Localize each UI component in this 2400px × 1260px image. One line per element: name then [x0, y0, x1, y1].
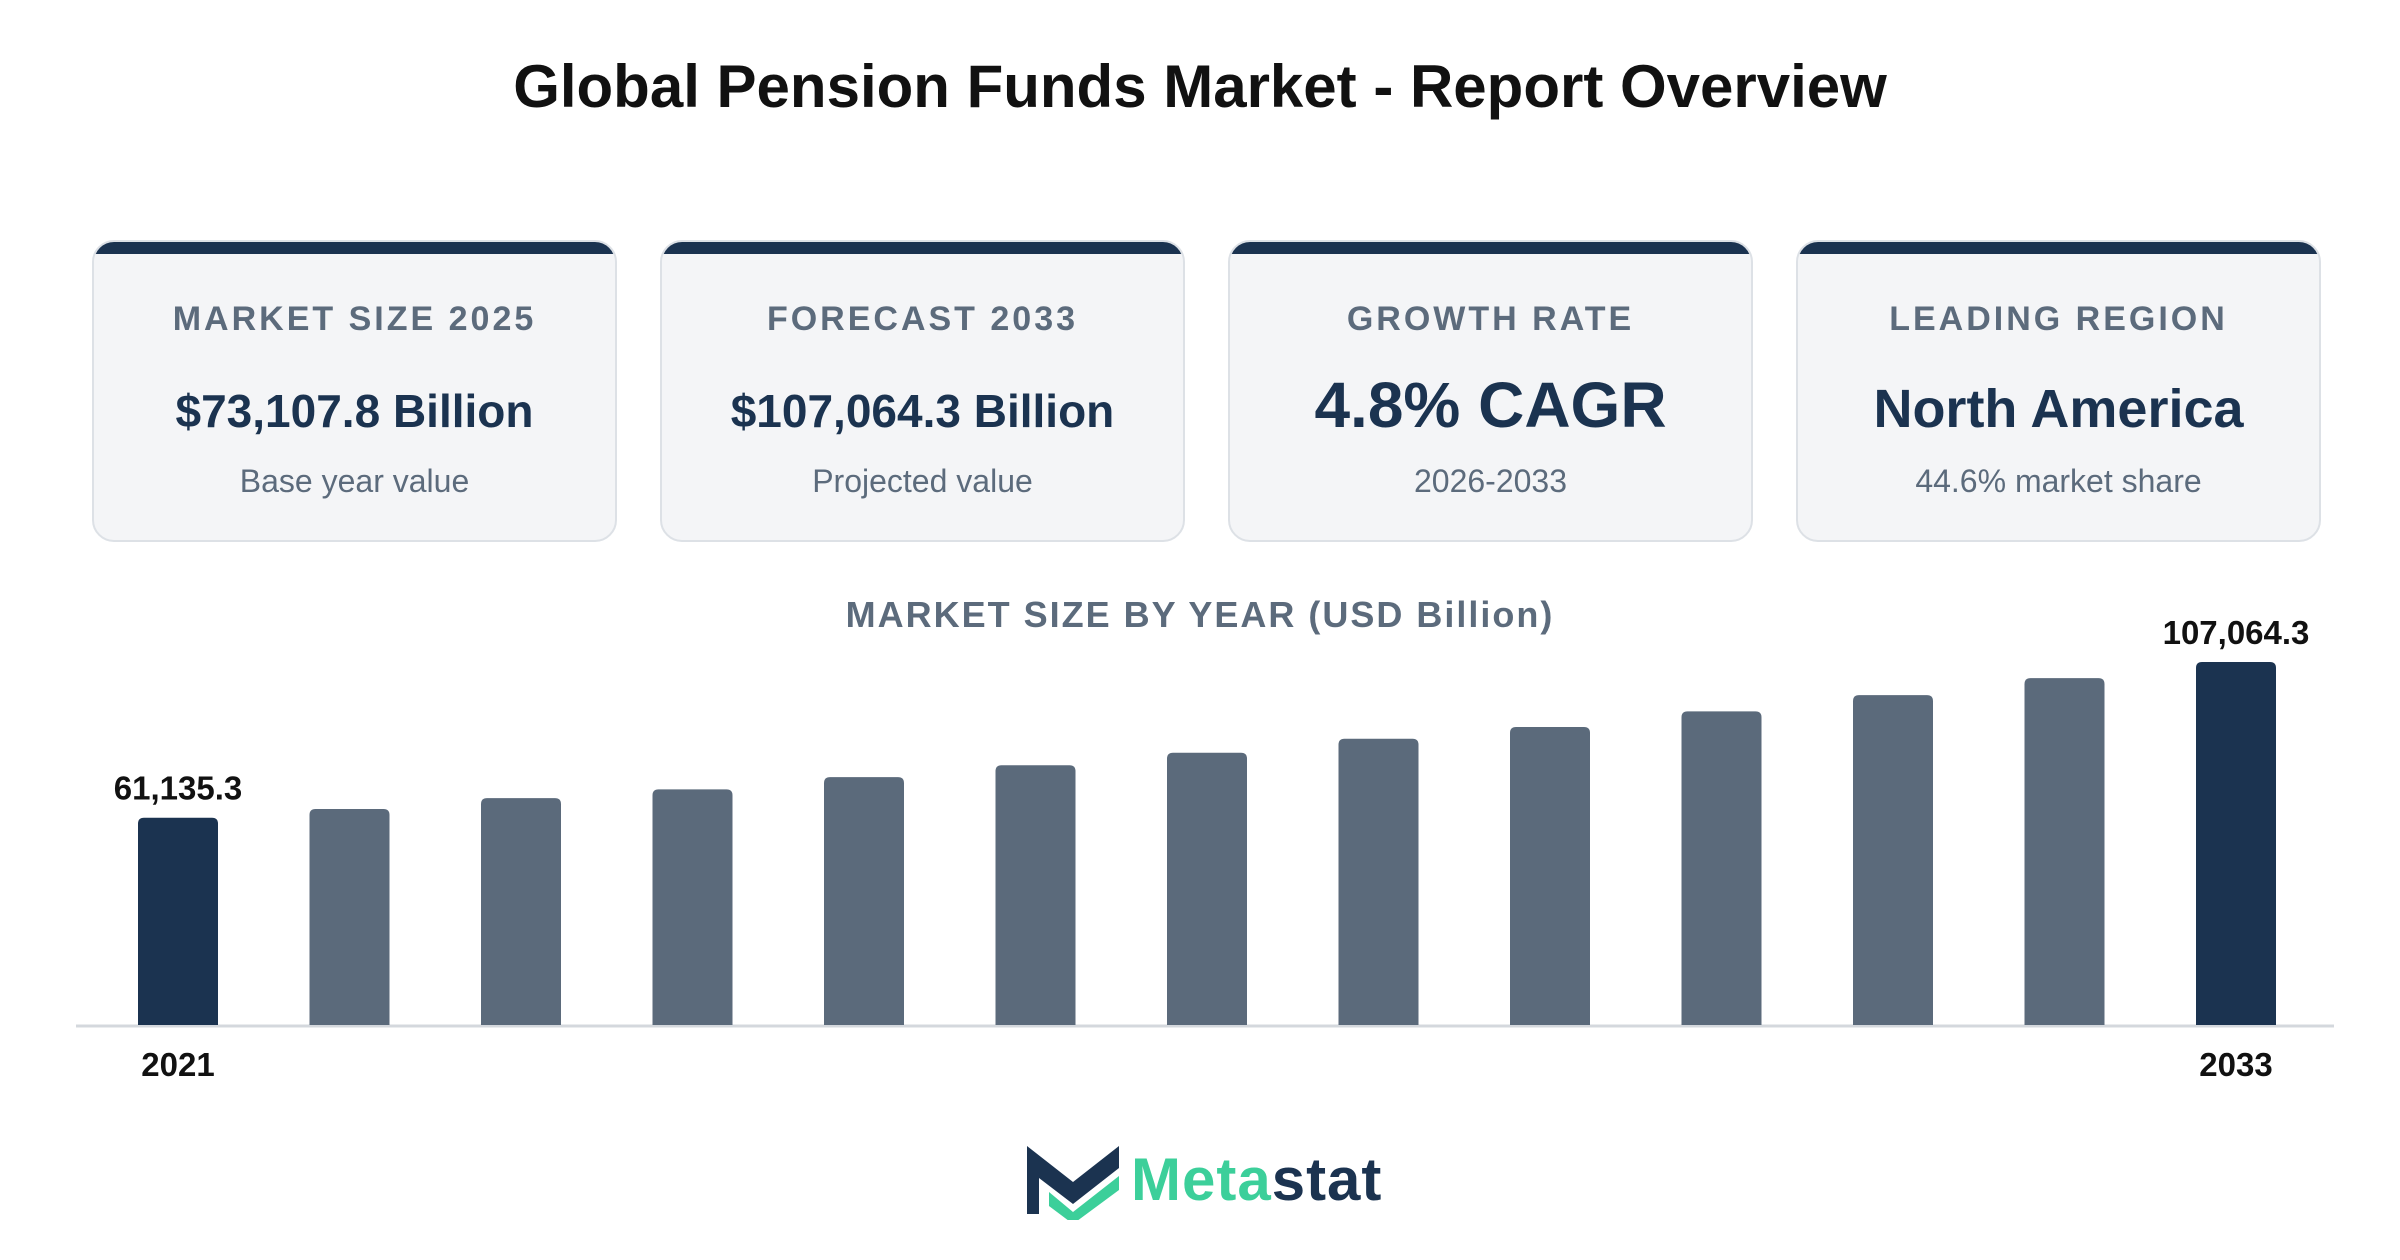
bar-2027: [1167, 752, 1247, 1025]
card-accent-bar: [662, 242, 1183, 254]
bar-2033: [2196, 661, 2276, 1025]
card-leading-region: LEADING REGION North America 44.6% marke…: [1796, 240, 2321, 542]
bar-2024: [652, 789, 733, 1025]
card-growth-rate: GROWTH RATE 4.8% CAGR 2026-2033: [1228, 240, 1753, 542]
bar-2022: [309, 808, 390, 1025]
card-market-size: MARKET SIZE 2025 $73,107.8 Billion Base …: [92, 240, 617, 542]
bar-2021: [138, 817, 218, 1025]
card-label: GROWTH RATE: [1346, 300, 1635, 338]
bar-2028: [1338, 738, 1419, 1025]
metastat-logo-text: Metastat: [1131, 1140, 1382, 1220]
card-value: $107,064.3 Billion: [730, 385, 1115, 437]
bar-2023: [481, 798, 561, 1025]
data-label-2033: 107,064.3: [2163, 614, 2310, 651]
summary-cards: MARKET SIZE 2025 $73,107.8 Billion Base …: [92, 240, 2322, 544]
bar-2026: [995, 765, 1076, 1025]
card-subtext: Projected value: [812, 463, 1033, 499]
logo-text-meta: Meta: [1131, 1146, 1272, 1213]
metastat-logo: Metastat: [1025, 1140, 1395, 1220]
bar-2032: [2024, 678, 2105, 1025]
chart-title: MARKET SIZE BY YEAR (USD Billion): [845, 594, 1555, 635]
logo-text-stat: stat: [1271, 1146, 1383, 1213]
data-label-2021: 61,135.3: [114, 770, 242, 807]
card-subtext: 44.6% market share: [1915, 463, 2202, 499]
card-accent-bar: [1230, 242, 1751, 254]
bar-2031: [1853, 695, 1933, 1025]
metastat-logo-icon: [1027, 1146, 1119, 1220]
tick-label-2033: 2033: [2199, 1046, 2272, 1083]
card-label: MARKET SIZE 2025: [172, 300, 537, 338]
card-value: 4.8% CAGR: [1314, 369, 1667, 441]
card-label: FORECAST 2033: [766, 300, 1079, 338]
bar-2029: [1510, 726, 1590, 1025]
tick-label-2021: 2021: [141, 1046, 214, 1083]
card-subtext: 2026-2033: [1413, 463, 1568, 499]
page-title: Global Pension Funds Market - Report Ove…: [513, 53, 1887, 120]
bar-2030: [1681, 711, 1762, 1025]
card-value: $73,107.8 Billion: [175, 385, 534, 437]
card-forecast: FORECAST 2033 $107,064.3 Billion Project…: [660, 240, 1185, 542]
card-accent-bar: [1798, 242, 2319, 254]
card-subtext: Base year value: [239, 463, 470, 499]
card-label: LEADING REGION: [1889, 300, 2228, 338]
card-accent-bar: [94, 242, 615, 254]
bar-2025: [824, 777, 904, 1025]
card-value: North America: [1873, 379, 2244, 439]
